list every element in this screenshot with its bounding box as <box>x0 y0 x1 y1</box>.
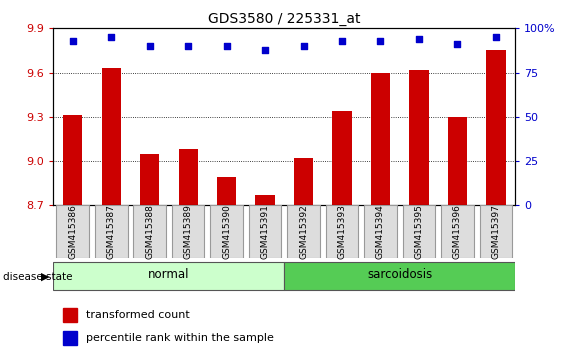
Title: GDS3580 / 225331_at: GDS3580 / 225331_at <box>208 12 360 26</box>
FancyBboxPatch shape <box>172 205 204 258</box>
Text: ▶: ▶ <box>41 272 50 282</box>
Bar <box>448 117 467 205</box>
Bar <box>217 177 236 205</box>
Bar <box>63 115 82 205</box>
FancyBboxPatch shape <box>284 262 515 290</box>
Point <box>222 43 231 49</box>
Text: GSM415386: GSM415386 <box>68 204 77 259</box>
FancyBboxPatch shape <box>249 205 282 258</box>
Point <box>68 38 77 44</box>
Text: transformed count: transformed count <box>86 310 190 320</box>
Text: GSM415387: GSM415387 <box>107 204 115 259</box>
Text: disease state: disease state <box>3 272 72 282</box>
Text: GSM415397: GSM415397 <box>491 204 501 259</box>
Bar <box>62 331 77 344</box>
Text: sarcoidosis: sarcoidosis <box>367 268 432 281</box>
Bar <box>101 68 121 205</box>
Point <box>414 36 423 42</box>
FancyBboxPatch shape <box>441 205 474 258</box>
Text: percentile rank within the sample: percentile rank within the sample <box>86 332 274 343</box>
Bar <box>486 51 506 205</box>
Point <box>491 34 501 40</box>
Bar <box>294 158 313 205</box>
Bar <box>409 70 428 205</box>
Text: GSM415390: GSM415390 <box>222 204 231 259</box>
FancyBboxPatch shape <box>56 205 89 258</box>
Text: GSM415392: GSM415392 <box>299 205 308 259</box>
FancyBboxPatch shape <box>480 205 512 258</box>
Bar <box>371 73 390 205</box>
FancyBboxPatch shape <box>325 205 359 258</box>
FancyBboxPatch shape <box>364 205 397 258</box>
Text: GSM415391: GSM415391 <box>261 204 270 259</box>
FancyBboxPatch shape <box>287 205 320 258</box>
Bar <box>178 149 198 205</box>
Bar <box>62 308 77 322</box>
Bar <box>140 154 159 205</box>
FancyBboxPatch shape <box>403 205 435 258</box>
Point <box>453 41 462 47</box>
FancyBboxPatch shape <box>133 205 166 258</box>
Point <box>107 34 116 40</box>
Point <box>184 43 193 49</box>
FancyBboxPatch shape <box>53 262 284 290</box>
Point <box>299 43 308 49</box>
Text: GSM415389: GSM415389 <box>184 204 193 259</box>
Text: GSM415395: GSM415395 <box>414 204 423 259</box>
Text: GSM415388: GSM415388 <box>145 204 154 259</box>
Point <box>145 43 154 49</box>
Point <box>261 47 270 52</box>
FancyBboxPatch shape <box>95 205 128 258</box>
Text: GSM415393: GSM415393 <box>338 204 346 259</box>
Point <box>376 38 385 44</box>
Bar <box>256 195 275 205</box>
Bar <box>332 111 352 205</box>
Text: GSM415394: GSM415394 <box>376 205 385 259</box>
Text: GSM415396: GSM415396 <box>453 204 462 259</box>
FancyBboxPatch shape <box>210 205 243 258</box>
Point <box>337 38 346 44</box>
Text: normal: normal <box>148 268 190 281</box>
